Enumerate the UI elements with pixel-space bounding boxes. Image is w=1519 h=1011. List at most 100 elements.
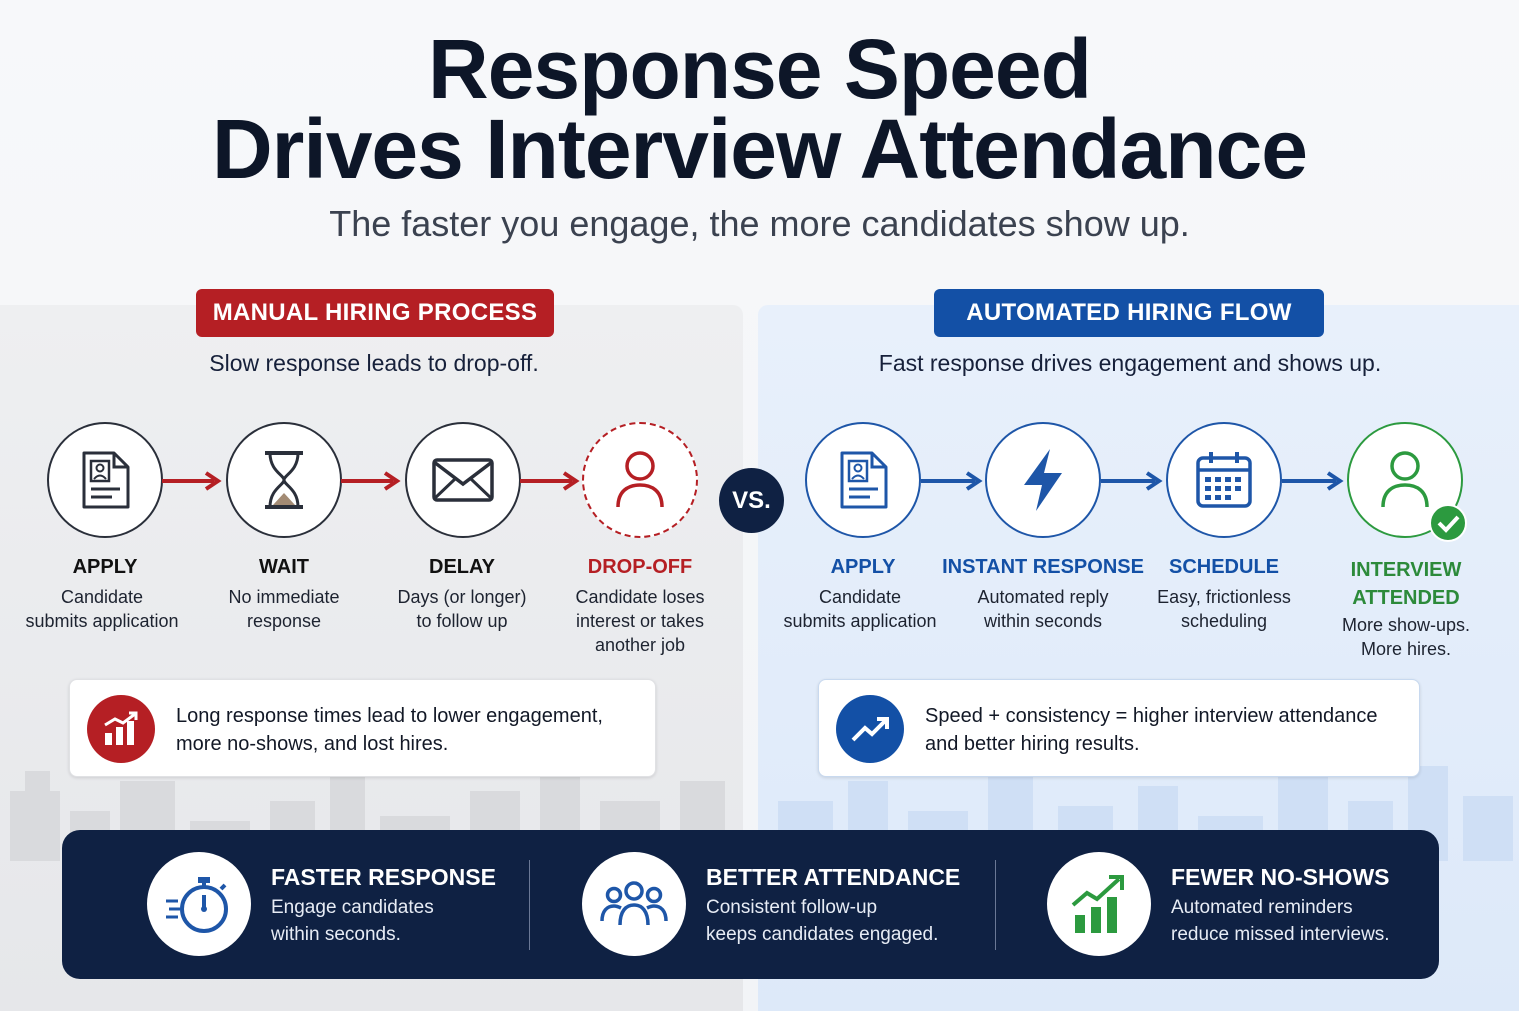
feature-title: BETTER ATTENDANCE xyxy=(706,864,961,890)
arrow-right-icon xyxy=(921,471,983,491)
vs-badge: VS. xyxy=(719,468,784,533)
automated-callout-text: Speed + consistency = higher interview a… xyxy=(925,702,1395,758)
document-icon xyxy=(840,451,888,509)
feature-better-attendance: BETTER ATTENDANCE Consistent follow-up ke… xyxy=(582,830,982,979)
benefits-bar: FASTER RESPONSE Engage candidates within … xyxy=(62,830,1439,979)
manual-badge: MANUAL HIRING PROCESS xyxy=(196,289,554,337)
manual-step-dropoff-desc: Candidate loses interest or takes another … xyxy=(540,585,740,657)
manual-callout-text: Long response times lead to lower engage… xyxy=(176,702,646,758)
automated-tagline: Fast response drives engagement and show… xyxy=(878,350,1382,376)
manual-step-delay-title: DELAY xyxy=(429,556,495,578)
feature-divider xyxy=(995,860,996,950)
manual-step-wait-circle xyxy=(226,422,342,538)
desc-line: Candidate xyxy=(60,587,144,607)
check-badge-icon xyxy=(1429,504,1467,542)
bar-chart-icon xyxy=(104,711,138,745)
desc-line: to follow up xyxy=(416,611,508,631)
desc-line: interest or takes xyxy=(575,611,705,631)
group-icon xyxy=(600,881,668,926)
desc-line: Easy, frictionless xyxy=(1157,587,1291,607)
desc-line: scheduling xyxy=(1180,611,1268,631)
desc-line: another job xyxy=(594,635,686,655)
lightning-icon xyxy=(1024,449,1062,511)
callout-line: Long response times lead to lower engage… xyxy=(176,705,603,727)
auto-step-apply-title: APPLY xyxy=(830,556,896,578)
feature-divider xyxy=(529,860,530,950)
manual-step-dropoff-circle xyxy=(582,422,698,538)
title-line: ATTENDED xyxy=(1352,587,1460,609)
desc-line: Engage candidates xyxy=(271,897,434,918)
arrow-right-icon xyxy=(341,471,401,491)
manual-step-wait-desc: No immediate response xyxy=(184,585,384,633)
desc-line: keeps candidates engaged. xyxy=(706,924,939,945)
manual-step-delay-desc: Days (or longer) to follow up xyxy=(362,585,562,633)
arrow-right-icon xyxy=(162,471,222,491)
feature-title: FEWER NO-SHOWS xyxy=(1171,864,1390,890)
person-icon xyxy=(616,451,664,508)
auto-step-apply-desc: Candidate submits application xyxy=(760,585,960,633)
feature-desc: Automated reminders reduce missed intervi… xyxy=(1171,894,1431,948)
desc-line: No immediate xyxy=(228,587,340,607)
feature-icon-wrap xyxy=(1047,852,1151,956)
auto-step-instant-circle xyxy=(985,422,1101,538)
desc-line: Consistent follow-up xyxy=(706,897,878,918)
desc-line: Automated reminders xyxy=(1171,897,1353,918)
trend-up-icon xyxy=(851,717,889,742)
growth-chart-icon xyxy=(1071,875,1124,933)
desc-line: reduce missed interviews. xyxy=(1171,924,1390,945)
stopwatch-icon xyxy=(166,877,228,933)
auto-step-schedule-title: SCHEDULE xyxy=(1168,556,1279,578)
feature-faster-response: FASTER RESPONSE Engage candidates within … xyxy=(147,830,547,979)
manual-step-wait-title: WAIT xyxy=(259,556,309,578)
callout-icon-wrap xyxy=(836,695,904,763)
feature-desc: Consistent follow-up keeps candidates eng… xyxy=(706,894,966,948)
envelope-icon xyxy=(432,458,494,502)
manual-step-apply-desc: Candidate submits application xyxy=(2,585,202,633)
person-check-icon xyxy=(1381,451,1429,508)
hourglass-icon xyxy=(265,451,303,509)
automated-badge: AUTOMATED HIRING FLOW xyxy=(934,289,1324,337)
desc-line: Days (or longer) xyxy=(397,587,527,607)
desc-line: More show-ups. xyxy=(1341,615,1471,635)
arrow-right-icon xyxy=(520,471,580,491)
auto-step-instant-title: INSTANT RESPONSE xyxy=(942,556,1144,578)
auto-step-attended-title: INTERVIEW ATTENDED xyxy=(1306,556,1506,612)
automated-callout: Speed + consistency = higher interview a… xyxy=(818,679,1420,777)
desc-line: submits application xyxy=(25,611,179,631)
callout-icon-wrap xyxy=(87,695,155,763)
auto-step-schedule-desc: Easy, frictionless scheduling xyxy=(1124,585,1324,633)
callout-line: more no-shows, and lost hires. xyxy=(176,733,449,755)
auto-step-attended-desc: More show-ups. More hires. xyxy=(1306,613,1506,661)
page-subtitle: The faster you engage, the more candidat… xyxy=(329,203,1190,244)
feature-icon-wrap xyxy=(582,852,686,956)
desc-line: Automated reply xyxy=(977,587,1109,607)
calendar-icon xyxy=(1196,452,1252,508)
page-title-line-1: Response Speed xyxy=(428,22,1092,116)
feature-desc: Engage candidates within seconds. xyxy=(271,894,531,948)
auto-step-apply-circle xyxy=(805,422,921,538)
title-line: INTERVIEW xyxy=(1350,559,1462,581)
manual-step-dropoff-title: DROP-OFF xyxy=(587,556,693,578)
desc-line: More hires. xyxy=(1360,639,1452,659)
manual-tagline: Slow response leads to drop-off. xyxy=(209,350,539,376)
feature-title: FASTER RESPONSE xyxy=(271,864,496,890)
feature-fewer-noshows: FEWER NO-SHOWS Automated reminders reduce… xyxy=(1047,830,1427,979)
manual-step-apply-circle xyxy=(47,422,163,538)
desc-line: Candidate loses xyxy=(575,587,705,607)
page-title-line-2: Drives Interview Attendance xyxy=(212,102,1308,196)
desc-line: Candidate xyxy=(818,587,902,607)
callout-line: Speed + consistency = higher interview a… xyxy=(925,705,1378,727)
auto-step-schedule-circle xyxy=(1166,422,1282,538)
document-icon xyxy=(82,451,130,509)
manual-step-apply-title: APPLY xyxy=(72,556,138,578)
callout-line: and better hiring results. xyxy=(925,733,1140,755)
desc-line: within seconds xyxy=(983,611,1103,631)
arrow-right-icon xyxy=(1282,471,1344,491)
desc-line: within seconds. xyxy=(271,924,401,945)
auto-step-instant-desc: Automated reply within seconds xyxy=(943,585,1143,633)
arrow-right-icon xyxy=(1101,471,1163,491)
desc-line: submits application xyxy=(783,611,937,631)
manual-step-delay-circle xyxy=(405,422,521,538)
manual-callout: Long response times lead to lower engage… xyxy=(69,679,656,777)
desc-line: response xyxy=(246,611,322,631)
